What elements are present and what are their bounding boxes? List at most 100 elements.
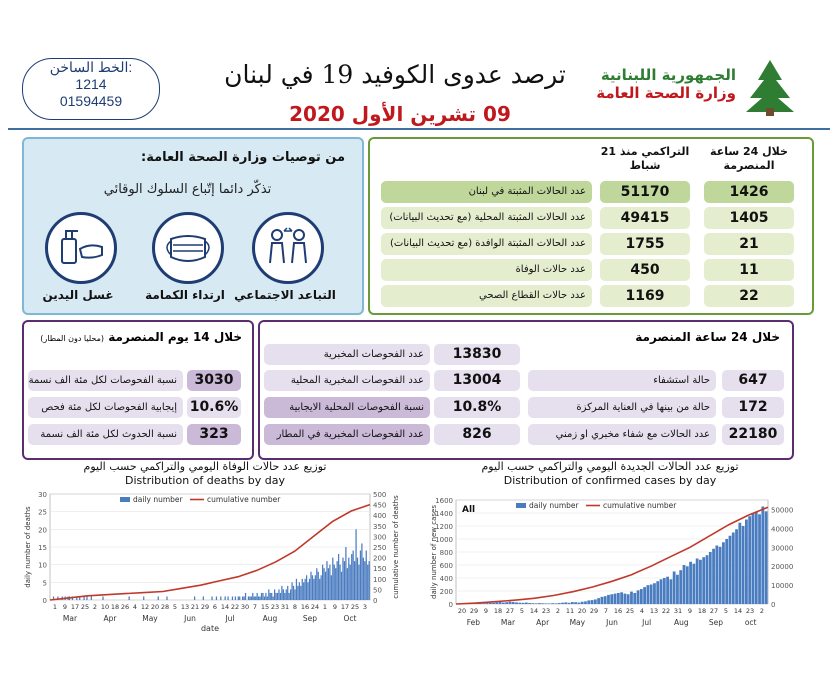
- daily-bar: [751, 513, 755, 604]
- hotline-number-2: 01594459: [59, 93, 123, 109]
- stat-label-local: عدد الحالات المثبتة المحلية (مع تحديث ال…: [381, 207, 592, 229]
- daily-bar: [764, 511, 768, 604]
- daily-bar: [587, 600, 591, 604]
- x-day-tick: 16: [614, 607, 622, 615]
- x-day-tick: 22: [662, 607, 670, 615]
- x-day-tick: 14: [530, 607, 538, 615]
- daily-bar: [498, 602, 502, 604]
- y2-tick-label: 500: [373, 491, 386, 499]
- rec-label-distancing: التباعد الاجتماعي: [234, 288, 336, 302]
- daily-bar: [554, 603, 558, 604]
- daily-bar: [300, 585, 302, 600]
- chart-panel-label: All: [462, 505, 475, 515]
- daily-bar: [492, 602, 495, 604]
- box24-label-local-positive: نسبة الفحوصات المحلية الايجابية: [264, 397, 430, 418]
- daily-bar: [574, 602, 578, 604]
- x-axis-label: date: [201, 624, 219, 633]
- daily-bar: [731, 532, 735, 604]
- daily-bar: [297, 585, 299, 600]
- daily-bar: [260, 592, 263, 600]
- daily-bar: [685, 566, 689, 604]
- x-month-label: Apr: [536, 618, 550, 627]
- y-tick-label: 1200: [435, 523, 453, 531]
- x-day-tick: 23: [271, 603, 279, 611]
- daily-bar: [584, 601, 587, 604]
- stat-day-health-sector: 22: [704, 285, 794, 307]
- daily-bar: [531, 603, 535, 604]
- x-day-tick: 8: [293, 603, 297, 611]
- daily-bar: [319, 578, 321, 600]
- daily-bar: [157, 596, 159, 600]
- x-day-tick: 1: [53, 603, 57, 611]
- y2-tick-label: 0: [771, 601, 775, 609]
- daily-bar: [313, 578, 315, 600]
- x-month-label: Jul: [641, 618, 651, 627]
- daily-bar: [255, 596, 257, 600]
- daily-bar: [336, 561, 338, 600]
- daily-bar: [524, 602, 528, 604]
- x-day-tick: 5: [173, 603, 177, 611]
- cumulative-line: [49, 503, 371, 601]
- box14-note: (محليا دون المطار): [40, 334, 104, 343]
- y-axis-label: daily number of deaths: [24, 506, 32, 588]
- y2-tick-label: 50: [373, 586, 382, 594]
- x-day-tick: 26: [121, 603, 129, 611]
- y-tick-label: 200: [440, 588, 453, 596]
- daily-bar: [692, 563, 696, 604]
- daily-bar: [355, 529, 357, 600]
- daily-bar: [57, 596, 59, 600]
- daily-bar: [593, 599, 597, 604]
- stat-day-total: 1426: [704, 181, 794, 203]
- daily-bar: [298, 582, 300, 600]
- x-month-label: Sep: [709, 618, 723, 627]
- hotline-label: الخط الساخن:: [49, 59, 133, 75]
- daily-bar: [630, 591, 633, 604]
- stat-cum-deaths: 450: [600, 259, 690, 281]
- daily-bar: [274, 589, 276, 600]
- daily-bar: [303, 582, 305, 600]
- daily-bar: [567, 602, 571, 604]
- daily-bar: [620, 592, 624, 604]
- daily-bar: [626, 594, 630, 604]
- daily-bar: [518, 602, 522, 604]
- ministry-name: الجمهورية اللبنانية وزارة الصحة العامة: [596, 66, 736, 102]
- daily-bar: [738, 522, 742, 604]
- daily-bar: [580, 601, 584, 604]
- daily-bar: [544, 603, 548, 604]
- x-day-tick: 10: [101, 603, 109, 611]
- daily-bar: [722, 542, 725, 604]
- report-date: 09 تشرين الأول 2020: [289, 102, 511, 126]
- x-day-tick: 14: [221, 603, 229, 611]
- daily-bar: [754, 511, 758, 604]
- x-day-tick: 29: [590, 607, 598, 615]
- daily-bar: [676, 574, 679, 604]
- daily-bar: [761, 506, 765, 604]
- daily-bar: [728, 535, 732, 604]
- x-day-tick: 1: [323, 603, 327, 611]
- stat-day-imported: 21: [704, 233, 794, 255]
- box14-value-incidence: 323: [187, 424, 241, 445]
- y-tick-label: 0: [43, 597, 47, 605]
- daily-bar: [364, 561, 366, 600]
- hotline-badge: الخط الساخن: 1214 01594459: [22, 58, 160, 120]
- daily-bar: [577, 602, 581, 604]
- x-day-tick: 6: [213, 603, 217, 611]
- legend-cumulative: cumulative number: [603, 501, 677, 510]
- daily-bar: [220, 596, 222, 600]
- box24-label-recovered: عدد الحالات مع شفاء مخبري او زمني: [528, 424, 716, 445]
- y2-tick-label: 450: [373, 502, 386, 510]
- daily-bar: [263, 596, 266, 600]
- y-axis-label: daily number of new cases: [430, 505, 438, 599]
- x-month-label: oct: [745, 618, 757, 627]
- stat-cum-health-sector: 1169: [600, 285, 690, 307]
- y2-tick-label: 20000: [771, 563, 793, 571]
- legend-swatch-daily: [516, 503, 526, 508]
- header-cumulative: التراكمي منذ 21 شباط: [600, 145, 690, 172]
- stat-label-imported: عدد الحالات المثبتة الوافدة (مع تحديث ال…: [381, 233, 592, 255]
- x-day-tick: 27: [506, 607, 514, 615]
- daily-bar: [275, 592, 277, 600]
- daily-bar: [237, 596, 239, 600]
- daily-bar: [352, 550, 354, 600]
- recommendations-title: من توصيات وزارة الصحة العامة:: [141, 150, 345, 165]
- daily-bar: [291, 582, 293, 600]
